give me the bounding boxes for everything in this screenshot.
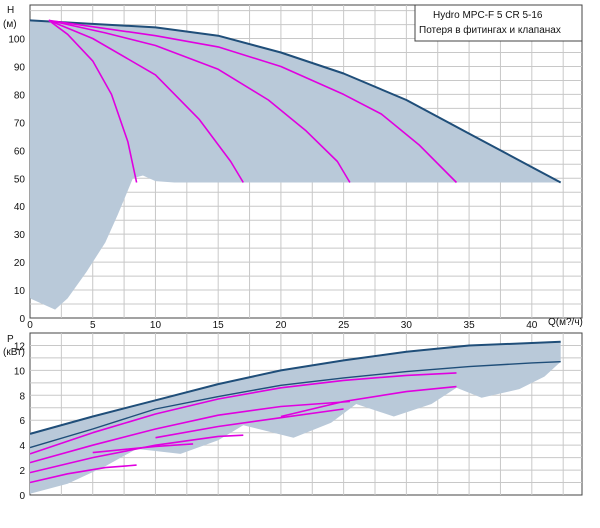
y-tick-label: 90 xyxy=(14,62,26,73)
legend-losses-note: Потеря в фитингах и клапанах xyxy=(419,24,561,36)
pump-curve-8 xyxy=(92,443,194,454)
x-tick-label: 25 xyxy=(338,320,350,331)
pump-curve-7 xyxy=(155,408,344,439)
y-tick-label: 20 xyxy=(14,258,26,269)
pump-curve-4 xyxy=(29,434,244,474)
head-operating-band xyxy=(30,20,561,310)
pump-curve-2 xyxy=(48,19,244,183)
legend-box xyxy=(414,4,583,42)
head-axis-unit: (м) xyxy=(3,19,17,30)
x-tick-label: 30 xyxy=(401,320,413,331)
x-tick-label: 35 xyxy=(464,320,476,331)
head-x-tick-labels: 0 5 10 15 20 25 30 35 40 xyxy=(27,320,538,331)
y-tick-label: 10 xyxy=(14,286,26,297)
x-tick-label: 5 xyxy=(90,320,96,331)
head-y-tick-labels: 0 10 20 30 40 50 60 70 80 90 100 xyxy=(8,35,25,325)
y-tick-label: 4 xyxy=(19,441,25,452)
pump-curve-6 xyxy=(280,385,457,418)
pump-curve-2 xyxy=(29,372,457,455)
pump-curve-4 xyxy=(48,19,458,184)
power-axis-unit: (кВт) xyxy=(3,347,25,358)
max-curve xyxy=(29,340,561,435)
y-tick-label: 0 xyxy=(19,314,25,325)
x-tick-label: 0 xyxy=(27,320,33,331)
head-curves xyxy=(29,19,562,184)
power-curves xyxy=(29,340,561,484)
legend-product-name: Hydro MPC-F 5 CR 5-16 xyxy=(433,10,543,21)
legend: Hydro MPC-F 5 CR 5-16 Потеря в фитингах … xyxy=(414,4,583,42)
pump-curve-1 xyxy=(29,361,561,449)
power-axis-symbol: P xyxy=(7,334,14,345)
y-tick-label: 12 xyxy=(14,341,26,352)
pump-curve-3 xyxy=(29,400,350,464)
power-chart: 0 2 4 6 8 10 12 P (кВт) xyxy=(3,332,583,502)
y-tick-label: 50 xyxy=(14,174,26,185)
flow-axis-label: Q(м?/ч) xyxy=(548,317,583,328)
y-tick-label: 6 xyxy=(19,416,25,427)
y-tick-label: 2 xyxy=(19,466,25,477)
y-tick-label: 30 xyxy=(14,230,26,241)
pump-curve-3 xyxy=(48,19,351,183)
y-tick-label: 10 xyxy=(14,366,26,377)
x-tick-label: 40 xyxy=(526,320,538,331)
y-tick-label: 70 xyxy=(14,118,26,129)
y-tick-label: 0 xyxy=(19,491,25,502)
x-tick-label: 15 xyxy=(213,320,225,331)
power-operating-band xyxy=(30,341,561,494)
x-tick-label: 20 xyxy=(275,320,287,331)
power-y-tick-labels: 0 2 4 6 8 10 12 xyxy=(14,341,26,502)
y-tick-label: 100 xyxy=(8,35,25,46)
max-curve xyxy=(29,19,562,184)
x-tick-label: 10 xyxy=(150,320,162,331)
y-tick-label: 80 xyxy=(14,90,26,101)
y-tick-label: 40 xyxy=(14,202,26,213)
head-axis-symbol: H xyxy=(7,5,14,16)
y-tick-label: 8 xyxy=(19,391,25,402)
pump-curve-5 xyxy=(29,464,137,484)
y-tick-label: 60 xyxy=(14,146,26,157)
pump-curve-1 xyxy=(48,19,138,183)
